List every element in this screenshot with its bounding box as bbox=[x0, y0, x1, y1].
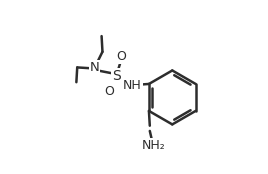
Text: S: S bbox=[112, 69, 121, 83]
Text: NH₂: NH₂ bbox=[142, 139, 165, 152]
Text: O: O bbox=[117, 50, 126, 64]
Text: O: O bbox=[105, 85, 114, 98]
Text: N: N bbox=[90, 61, 99, 74]
Text: NH: NH bbox=[123, 79, 142, 92]
